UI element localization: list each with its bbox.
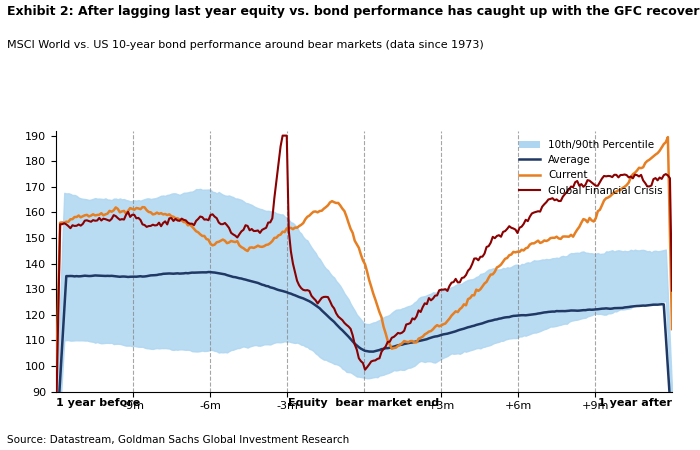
Text: 1 year before: 1 year before (56, 398, 140, 408)
Text: Equity  bear market end: Equity bear market end (288, 398, 440, 408)
Text: 1 year after: 1 year after (598, 398, 672, 408)
Text: MSCI World vs. US 10-year bond performance around bear markets (data since 1973): MSCI World vs. US 10-year bond performan… (7, 40, 484, 50)
Text: Source: Datastream, Goldman Sachs Global Investment Research: Source: Datastream, Goldman Sachs Global… (7, 436, 349, 446)
Legend: 10th/90th Percentile, Average, Current, Global Financial Crisis: 10th/90th Percentile, Average, Current, … (514, 136, 667, 200)
Text: Exhibit 2: After lagging last year equity vs. bond performance has caught up wit: Exhibit 2: After lagging last year equit… (7, 4, 700, 18)
